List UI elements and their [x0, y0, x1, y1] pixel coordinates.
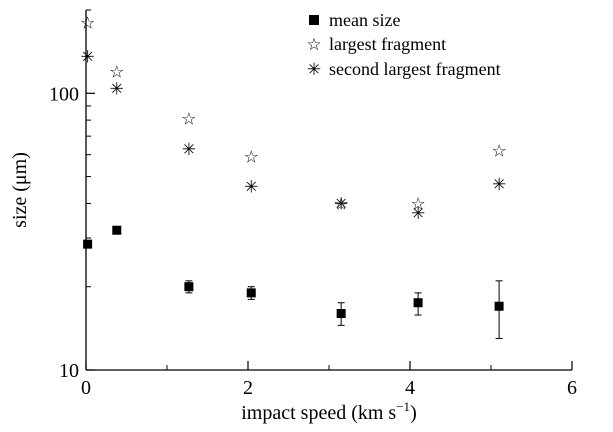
mean-size-point — [112, 225, 122, 235]
largest-fragment-point: ☆ — [244, 148, 259, 168]
legend-label-mean-size: mean size — [329, 10, 400, 30]
second-largest-fragment-point: ✳ — [80, 47, 94, 67]
legend-glyph-mean-size — [309, 15, 319, 25]
legend: mean size ☆ largest fragment ✳ second la… — [306, 10, 500, 80]
x-tick-label: 4 — [405, 377, 415, 399]
x-axis-label: impact speed (km s−1) — [241, 399, 416, 424]
second-largest-fragment-point: ✳ — [182, 140, 196, 160]
mean-size-point — [184, 282, 194, 292]
x-axis-label-close: ) — [410, 402, 417, 424]
legend-label-largest-fragment: largest fragment — [329, 34, 446, 54]
y-tick-label: 10 — [59, 360, 79, 382]
second-largest-fragment-point: ✳ — [244, 178, 258, 198]
mean-size-point — [413, 298, 423, 308]
x-axis-label-main: impact speed (km s — [241, 402, 396, 424]
largest-fragment-point: ☆ — [181, 110, 196, 130]
ticks — [85, 9, 573, 371]
marks: ☆☆☆☆☆ ☆☆✳✳✳✳✳ ✳✳ — [80, 14, 507, 319]
x-tick-label: 0 — [81, 377, 91, 399]
legend-label-second-largest-fragment: second largest fragment — [329, 59, 501, 79]
mean-size-point — [336, 309, 346, 319]
x-axis-label-sup: −1 — [396, 399, 410, 414]
tick-labels: 0 2 4 6 10 100 — [49, 83, 577, 399]
largest-fragment-point: ☆ — [80, 14, 95, 34]
mean-size-point — [246, 288, 256, 298]
x-tick-label: 6 — [567, 377, 577, 399]
largest-fragment-point: ☆ — [410, 194, 425, 214]
second-largest-fragment-point: ✳ — [334, 194, 348, 214]
largest-fragment-point: ☆ — [334, 194, 349, 214]
mean-size-point — [494, 301, 504, 311]
second-largest-fragment-point: ✳ — [492, 175, 506, 195]
y-tick-label: 100 — [49, 83, 79, 105]
largest-fragment-point: ☆ — [491, 142, 506, 162]
largest-fragment-point: ☆ — [109, 62, 124, 82]
second-largest-fragment-point: ✳ — [110, 80, 124, 100]
legend-glyph-second-largest-fragment: ✳ — [307, 60, 321, 80]
x-tick-label: 2 — [243, 377, 253, 399]
second-largest-fragment-point: ✳ — [411, 204, 425, 224]
legend-glyph-largest-fragment: ☆ — [306, 35, 321, 55]
mean-size-point — [83, 239, 93, 249]
y-axis-label: size (μm) — [9, 152, 31, 228]
